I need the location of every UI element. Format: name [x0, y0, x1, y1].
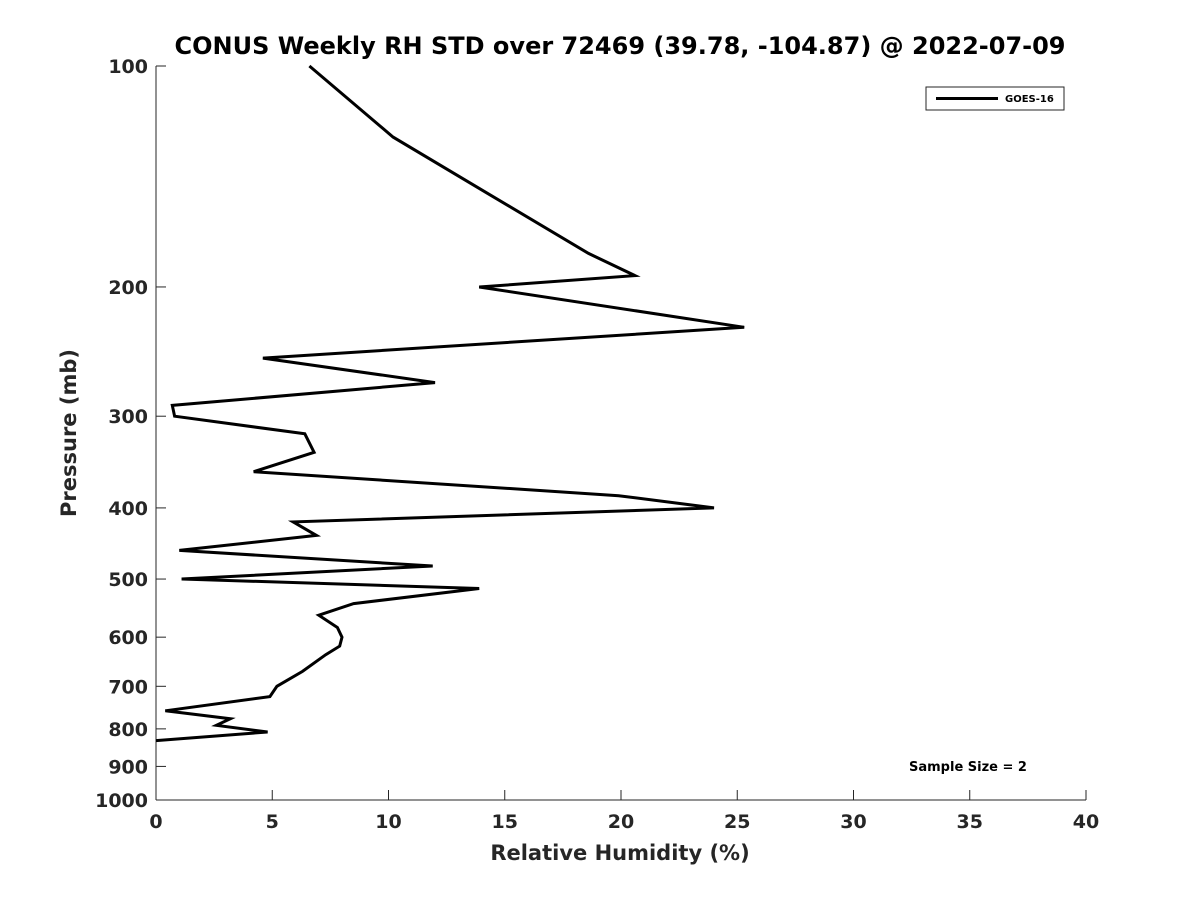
- x-tick-label: 40: [1073, 811, 1099, 833]
- x-tick-label: 20: [608, 811, 634, 833]
- x-tick-label: 5: [266, 811, 279, 833]
- y-tick-label: 700: [108, 676, 148, 698]
- y-tick-label: 500: [108, 569, 148, 591]
- x-tick-label: 10: [375, 811, 401, 833]
- x-tick-label: 30: [840, 811, 866, 833]
- x-tick-label: 35: [957, 811, 983, 833]
- series-layer: [155, 64, 745, 743]
- y-tick-label: 200: [108, 277, 148, 299]
- y-tick-label: 800: [108, 719, 148, 741]
- series-line-goes-16: [155, 64, 745, 743]
- y-tick-label: 600: [108, 627, 148, 649]
- legend: GOES-16: [925, 86, 1065, 111]
- y-tick-label: 100: [108, 56, 148, 78]
- x-axis-label: Relative Humidity (%): [490, 841, 749, 865]
- y-axis-ticks: 100 200 300 400 500 600 700 800 900 1000: [95, 56, 166, 812]
- y-tick-label: 300: [108, 406, 148, 428]
- y-tick-label: 400: [108, 498, 148, 520]
- x-tick-label: 0: [149, 811, 162, 833]
- y-tick-label: 1000: [95, 790, 148, 812]
- x-axis-ticks: 0 5 10 15 20 25 30 35 40: [149, 790, 1099, 833]
- y-axis-label: Pressure (mb): [57, 349, 81, 517]
- chart-title: CONUS Weekly RH STD over 72469 (39.78, -…: [174, 32, 1065, 60]
- x-tick-label: 15: [492, 811, 518, 833]
- y-tick-label: 900: [108, 756, 148, 778]
- sample-size-annotation: Sample Size = 2: [909, 760, 1027, 775]
- legend-label-goes-16: GOES-16: [1005, 94, 1054, 105]
- x-tick-label: 25: [724, 811, 750, 833]
